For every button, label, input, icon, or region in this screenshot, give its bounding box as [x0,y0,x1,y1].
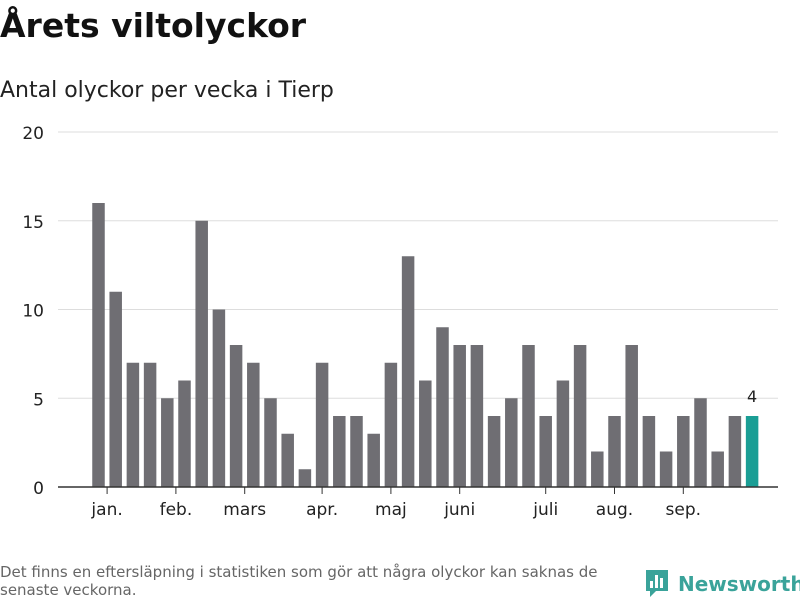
bar [505,398,518,487]
bar [315,362,329,487]
bar [161,398,174,487]
data-labels: 4 [747,387,757,406]
x-tick-label: sep. [666,500,702,520]
bar [195,220,208,487]
bar [401,256,415,487]
bar [694,398,707,487]
footnote: Det finns en eftersläpning i statistiken… [0,563,598,599]
bars [92,203,759,487]
y-tick-label: 10 [22,302,44,322]
x-tick-label: apr. [306,500,338,520]
bar-highlight [745,416,759,487]
x-axis-ticks: jan. feb. mars apr. maj juni juli aug. sep. [90,487,701,520]
bar [642,416,656,487]
chart-title: Årets viltolyckor [0,6,307,45]
bar [178,380,191,487]
bar [573,345,587,487]
bar [298,469,312,487]
bar [625,345,638,487]
y-tick-label: 0 [33,479,44,499]
bar [453,345,466,487]
bar [384,362,398,487]
bar-chart: 0 5 10 15 20 4 jan. feb. mars apr. maj juni juli au… [22,124,778,520]
chart-subtitle: Antal olyckor per vecka i Tierp [0,78,334,103]
bar [212,309,226,487]
bar-chart-speech-bubble-icon [646,570,668,597]
x-tick-label: juni [443,500,475,520]
bar [264,398,277,487]
bar [229,345,243,487]
bar [367,433,380,487]
bar [143,362,157,487]
gridlines [58,131,778,399]
x-tick-label: jan. [90,500,122,520]
bar [92,203,105,487]
bar [470,345,484,487]
bar [436,327,449,487]
bar-value-label: 4 [747,387,757,406]
bar [728,416,742,487]
bar [659,451,673,487]
bar [419,380,432,487]
bar [591,451,604,487]
bar [677,416,690,487]
bar [247,362,260,487]
bar [281,433,294,487]
y-tick-label: 20 [22,124,44,144]
bar [711,451,724,487]
bar [487,416,501,487]
y-tick-label: 15 [22,213,44,233]
x-tick-label: juli [532,500,558,520]
brand-name: Newsworthy [678,572,800,596]
bar [126,362,140,487]
bar [608,416,621,487]
bar [333,416,346,487]
bar [539,416,552,487]
brand-logo: Newsworthy [644,569,800,599]
x-tick-label: feb. [160,500,193,520]
x-tick-label: maj [375,500,407,520]
bar [109,291,122,487]
x-tick-label: aug. [596,500,633,520]
x-tick-label: mars [223,500,266,520]
bar [350,416,363,487]
bar [556,380,570,487]
y-axis-ticks: 0 5 10 15 20 [22,124,44,499]
y-tick-label: 5 [33,390,44,410]
bar [522,345,535,487]
